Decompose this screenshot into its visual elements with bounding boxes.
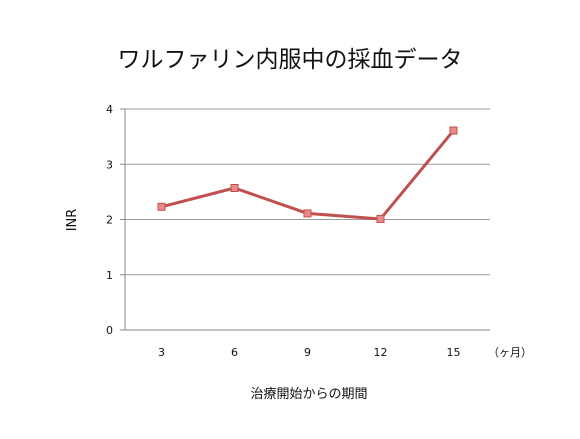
axes — [120, 108, 490, 331]
data-point-marker — [376, 214, 385, 223]
data-point-marker — [449, 126, 458, 135]
y-axis-title: INR — [65, 209, 80, 232]
x-axis-title: 治療開始からの期間 — [250, 387, 367, 402]
gridlines — [125, 108, 490, 276]
x-axis-unit-label: （ヶ月） — [488, 346, 532, 359]
y-tick-label: 2 — [106, 214, 113, 227]
x-tick-label: 3 — [158, 346, 165, 359]
x-tick-label: 6 — [231, 346, 238, 359]
x-tick-label: 9 — [304, 346, 311, 359]
chart-title: ワルファリン内服中の採血データ — [118, 47, 463, 73]
series-line — [160, 129, 455, 221]
y-tick-label: 4 — [106, 103, 113, 116]
x-tick-label: 12 — [374, 346, 388, 359]
y-tick-label: 0 — [106, 324, 113, 337]
y-tick-label: 3 — [106, 158, 113, 171]
x-tick-label: 15 — [447, 346, 461, 359]
y-tick-label: 1 — [106, 269, 113, 282]
y-tick-labels: 0 1 2 3 4 — [106, 103, 113, 337]
data-series — [157, 126, 458, 223]
x-tick-labels: 3 6 9 12 15 — [158, 346, 461, 359]
data-point-marker — [303, 209, 312, 218]
data-point-marker — [157, 202, 166, 211]
data-point-marker — [230, 184, 239, 193]
